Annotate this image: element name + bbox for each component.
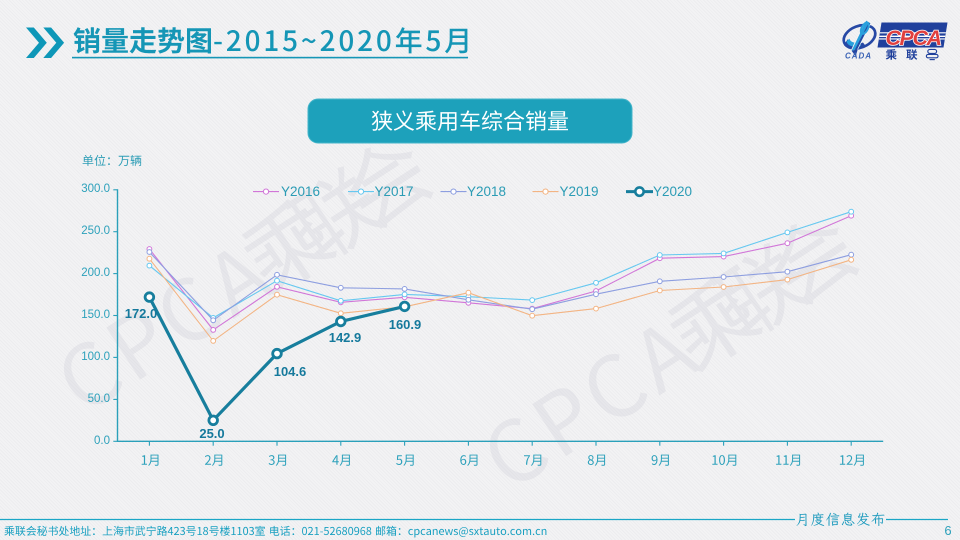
svg-text:A: A (926, 26, 943, 50)
svg-text:CADA: CADA (845, 52, 871, 61)
svg-text:P: P (900, 26, 915, 50)
svg-text:C: C (886, 26, 902, 50)
svg-text:C: C (913, 26, 929, 50)
